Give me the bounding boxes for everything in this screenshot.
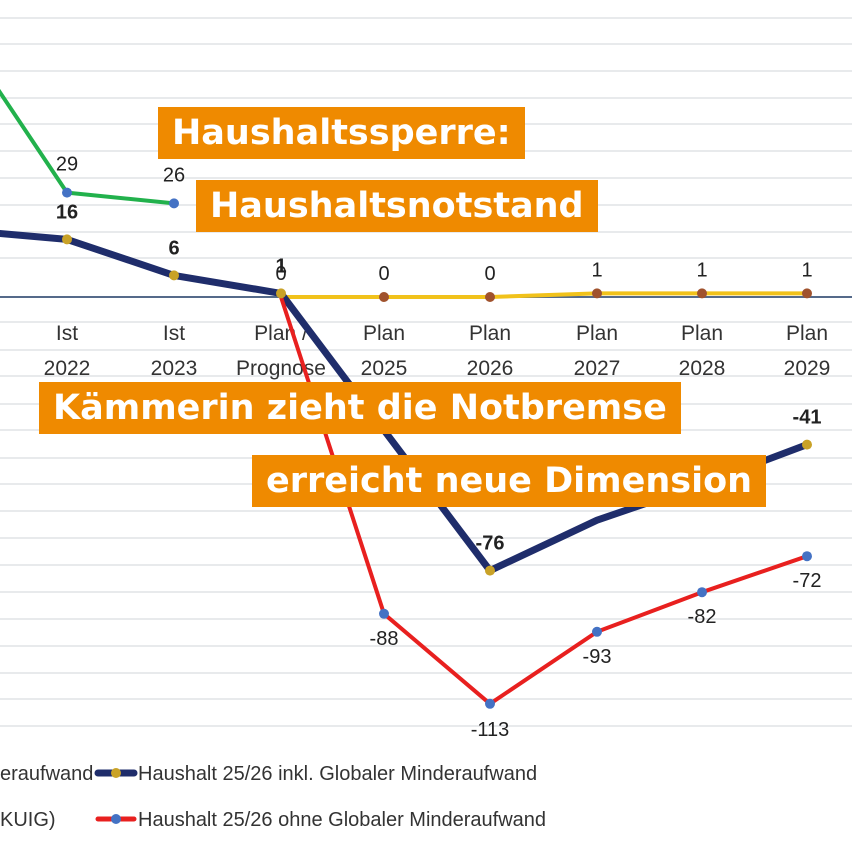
data-label-green-0: 29	[56, 154, 78, 176]
x-tick-label-0-0: Ist	[56, 322, 78, 345]
marker-red-7	[802, 551, 812, 562]
data-label-red-5: -93	[583, 646, 612, 668]
data-label-red-7: -72	[793, 570, 822, 592]
data-label-red-4: -113	[471, 719, 510, 741]
x-tick-label-4-0: Plan	[469, 322, 511, 345]
data-label-gold-3: 0	[378, 263, 389, 285]
legend-marker-navy	[111, 768, 121, 778]
x-tick-label-2-0: Plan /	[254, 322, 308, 345]
series-line-green	[0, 88, 175, 206]
headline-3: Kämmerin zieht die Notbremse	[39, 382, 681, 434]
data-label-gold-6: 1	[696, 259, 707, 281]
headline-1: Haushaltssperre:	[158, 107, 525, 159]
data-label-gold-4: 0	[484, 263, 495, 285]
legend-marker-red	[111, 814, 121, 824]
marker-navy-1	[169, 270, 179, 281]
legend-label-navy: Haushalt 25/26 inkl. Globaler Minderaufw…	[138, 763, 537, 785]
legend-partial-1: eraufwand	[0, 763, 93, 785]
x-axis-tick-labels: Ist 2022 Ist 2023 Plan / Prognose Plan 2025 Plan…	[44, 322, 831, 380]
marker-gold-7	[802, 288, 812, 299]
x-tick-label-5-1: 2027	[574, 357, 621, 380]
x-tick-label-1-1: 2023	[151, 357, 198, 380]
marker-red-6	[697, 587, 707, 598]
headline-2: Haushaltsnotstand	[196, 180, 598, 232]
marker-navy-2	[276, 288, 286, 299]
series-line-red	[279, 296, 808, 706]
x-tick-label-1-0: Ist	[163, 322, 185, 345]
marker-green-0	[62, 187, 72, 198]
data-label-navy-4: -76	[476, 533, 505, 555]
marker-gold-5	[592, 288, 602, 299]
marker-gold-3	[379, 292, 389, 302]
marker-navy-4	[485, 565, 495, 576]
data-label-red-6: -82	[688, 606, 717, 628]
legend-partial-2: KUIG)	[0, 809, 56, 831]
x-tick-label-7-0: Plan	[786, 322, 828, 345]
x-tick-label-6-1: 2028	[679, 357, 726, 380]
marker-green-1	[169, 198, 179, 209]
marker-navy-7	[802, 439, 812, 450]
marker-navy-0	[62, 234, 72, 245]
data-label-gold-7: 1	[801, 259, 812, 281]
headline-4: erreicht neue Dimension	[252, 455, 767, 507]
legend-label-red: Haushalt 25/26 ohne Globaler Minderaufwa…	[138, 809, 546, 831]
marker-red-3	[379, 608, 389, 619]
x-tick-label-3-1: 2025	[361, 357, 408, 380]
x-tick-label-2-1: Prognose	[236, 357, 326, 380]
series-line-gold	[281, 291, 807, 299]
data-label-navy-0: 16	[56, 201, 78, 223]
series-markers	[62, 187, 812, 709]
legend: eraufwand Haushalt 25/26 inkl. Globaler …	[0, 763, 546, 831]
data-label-navy-1: 6	[168, 237, 179, 259]
marker-red-4	[485, 698, 495, 709]
x-tick-label-4-1: 2026	[467, 357, 514, 380]
data-label-navy-2: 1	[275, 255, 286, 277]
data-label-green-1: 26	[163, 164, 185, 186]
marker-red-5	[592, 626, 602, 637]
data-label-gold-5: 1	[591, 259, 602, 281]
data-label-red-3: -88	[370, 628, 399, 650]
x-tick-label-7-1: 2029	[784, 357, 831, 380]
x-tick-label-6-0: Plan	[681, 322, 723, 345]
data-label-gold-2: 0	[275, 263, 286, 285]
marker-gold-6	[697, 288, 707, 299]
x-tick-label-5-0: Plan	[576, 322, 618, 345]
x-tick-label-0-1: 2022	[44, 357, 91, 380]
marker-gold-4	[485, 292, 495, 302]
data-label-navy-7: -41	[793, 407, 822, 429]
x-tick-label-3-0: Plan	[363, 322, 405, 345]
